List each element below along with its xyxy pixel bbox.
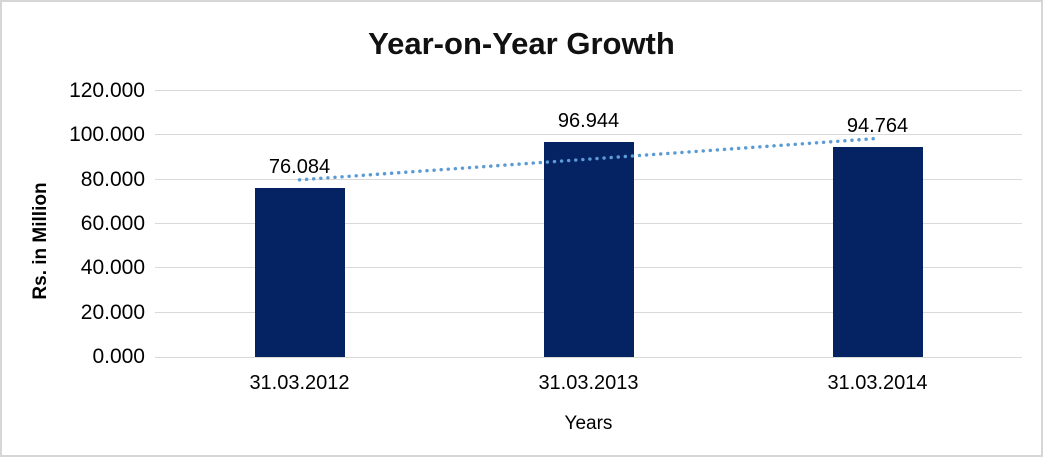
x-axis-title: Years: [564, 413, 613, 434]
x-tick-label: 31.03.2014: [827, 372, 928, 394]
bar: [254, 188, 345, 357]
bar-data-label: 76.084: [268, 156, 331, 179]
bar: [832, 146, 923, 357]
plot-area: 76.084 96.944 94.764: [155, 90, 1022, 358]
y-tick-label: 20.000: [80, 300, 145, 324]
y-tick-label: 100.000: [69, 123, 145, 147]
bar: [543, 142, 634, 357]
chart-title: Year-on-Year Growth: [368, 26, 675, 61]
x-axis-line: [155, 357, 1022, 358]
bar-data-label: 96.944: [557, 110, 620, 133]
x-axis-tick-labels: 31.03.2012 31.03.2013 31.03.2014: [155, 372, 1022, 396]
y-tick-label: 120.000: [69, 79, 145, 102]
y-tick-label: 0.000: [92, 345, 145, 368]
trendline-dotted-line: [297, 136, 880, 182]
y-tick-label: 60.000: [80, 212, 145, 235]
y-tick-label: 80.000: [80, 167, 145, 191]
gridline: [155, 134, 1022, 136]
y-tick-label: 40.000: [80, 256, 145, 280]
trendline: [297, 136, 880, 182]
x-tick-label: 31.03.2013: [538, 372, 639, 394]
gridline: [155, 90, 1022, 91]
x-tick-label: 31.03.2012: [249, 372, 350, 394]
bar-data-label: 94.764: [846, 114, 909, 137]
